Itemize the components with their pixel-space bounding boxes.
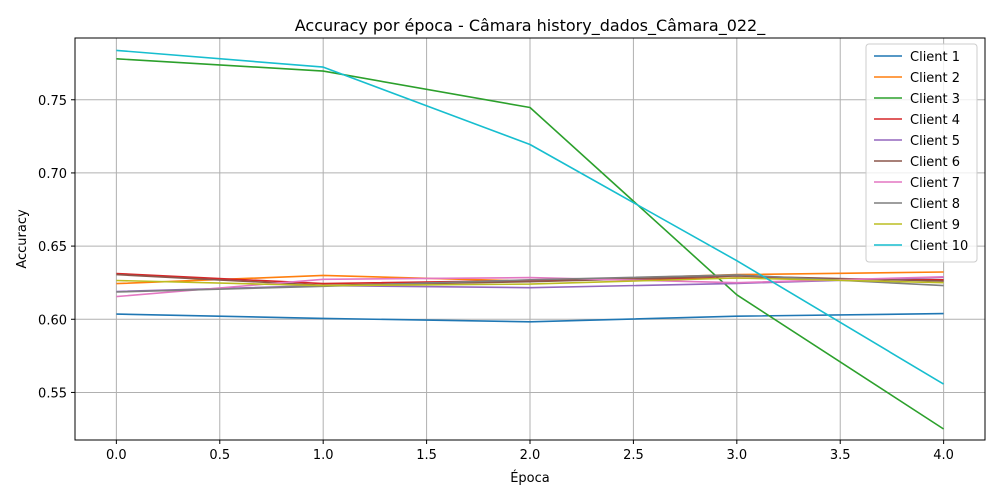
legend-label: Client 6	[910, 155, 960, 170]
legend-label: Client 8	[910, 197, 960, 212]
series-line-client-10	[116, 49, 945, 385]
legend-label: Client 5	[910, 134, 960, 149]
legend: Client 1 Client 2 Client 3 Client 4 Client 5…	[865, 43, 978, 263]
y-tick-label: 0.55	[38, 386, 67, 401]
x-tick-label: 3.0	[726, 448, 747, 463]
x-tick-label: 4.0	[933, 448, 954, 463]
x-tick-label: 0.0	[106, 448, 127, 463]
legend-label: Client 2	[910, 71, 960, 86]
series-lines	[116, 49, 945, 430]
series-line-client-9	[116, 277, 944, 287]
series-line-client-1	[116, 312, 944, 323]
y-axis-ticks: 0.55 0.60 0.65 0.70 0.75	[38, 94, 75, 401]
x-axis-label: Época	[510, 470, 550, 486]
legend-label: Client 10	[910, 239, 968, 254]
legend-label: Client 3	[910, 92, 960, 107]
y-tick-label: 0.60	[38, 313, 67, 328]
series-line-client-7	[116, 276, 944, 298]
y-axis-label: Accuracy	[15, 209, 30, 269]
x-axis-ticks: 0.0 0.5 1.0 1.5 2.0 2.5 3.0 3.5 4.0	[106, 440, 954, 463]
y-tick-label: 0.70	[38, 167, 67, 182]
legend-label: Client 1	[910, 50, 960, 65]
x-tick-label: 2.0	[520, 448, 541, 463]
x-tick-label: 0.5	[209, 448, 230, 463]
x-tick-label: 1.5	[416, 448, 437, 463]
legend-label: Client 7	[910, 176, 960, 191]
y-tick-label: 0.65	[38, 240, 67, 255]
y-tick-label: 0.75	[38, 94, 67, 109]
series-line-client-3	[116, 58, 945, 430]
legend-label: Client 4	[910, 113, 960, 128]
x-tick-label: 3.5	[830, 448, 851, 463]
grid	[75, 38, 985, 440]
series-line-client-8	[116, 274, 944, 293]
legend-label: Client 9	[910, 218, 960, 233]
chart-title: Accuracy por época - Câmara history_dado…	[295, 16, 766, 36]
x-tick-label: 1.0	[313, 448, 334, 463]
x-tick-label: 2.5	[623, 448, 644, 463]
